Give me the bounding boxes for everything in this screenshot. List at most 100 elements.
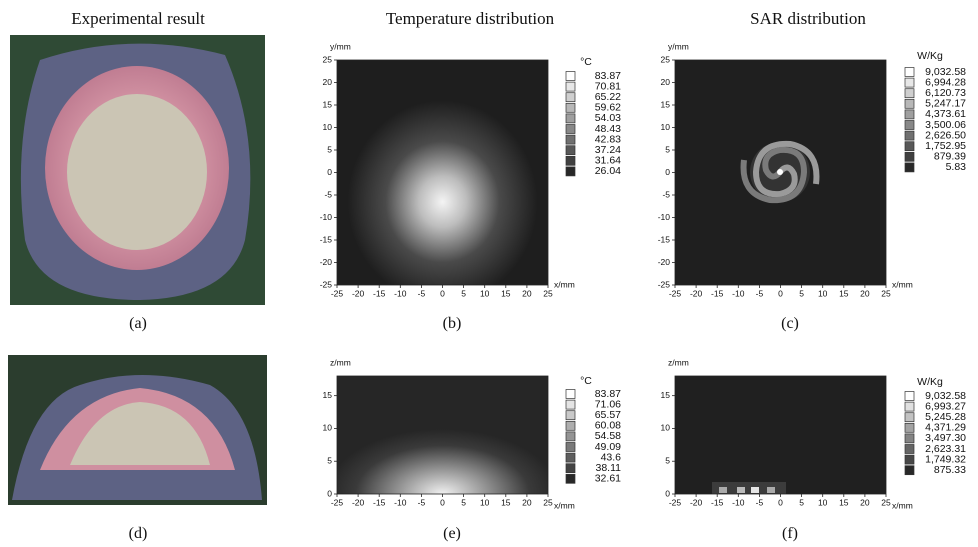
column-header: Experimental result <box>71 9 205 28</box>
heatmap-f <box>675 376 886 494</box>
x-tick-label: -25 <box>331 288 344 298</box>
x-axis-label: x/mm <box>554 500 575 510</box>
x-tick-label: 0 <box>440 288 445 298</box>
legend-swatch <box>904 130 915 141</box>
x-tick-label: 20 <box>522 288 532 298</box>
x-tick-label: 0 <box>778 497 783 507</box>
legend-swatch <box>565 113 576 124</box>
legend-swatch <box>565 442 576 452</box>
legend-value: 38.11 <box>596 462 622 474</box>
legend-swatch <box>565 473 576 484</box>
x-tick-label: -20 <box>690 288 703 298</box>
heatmap-b <box>337 60 548 285</box>
legend-value: 6,994.28 <box>925 76 966 88</box>
x-axis-label: x/mm <box>892 279 913 289</box>
y-tick-label: -5 <box>324 189 332 199</box>
x-tick-label: -15 <box>711 497 724 507</box>
x-tick-label: -20 <box>352 288 365 298</box>
legend-value: 3,500.06 <box>925 119 966 131</box>
legend-value: 2,626.50 <box>925 129 966 141</box>
x-tick-label: 10 <box>818 288 828 298</box>
legend-value: 9,032.58 <box>925 390 966 402</box>
y-tick-label: 20 <box>323 77 333 87</box>
x-tick-label: 15 <box>501 497 511 507</box>
legend-swatch <box>565 420 576 431</box>
legend-swatch <box>565 145 576 156</box>
x-tick-label: -15 <box>373 497 386 507</box>
y-tick-label: 20 <box>661 77 671 87</box>
y-tick-label: 5 <box>327 144 332 154</box>
photo-d <box>8 355 267 505</box>
y-tick-label: 15 <box>323 99 333 109</box>
x-tick-label: -25 <box>669 497 682 507</box>
y-tick-label: -15 <box>658 234 671 244</box>
panel-label: (b) <box>443 315 462 332</box>
legend-swatch <box>904 120 915 130</box>
y-tick-label: 15 <box>323 390 333 400</box>
legend-swatch <box>904 422 915 433</box>
legend-value: 31.64 <box>595 155 621 167</box>
x-tick-label: -20 <box>690 497 703 507</box>
legend-swatch <box>904 77 915 88</box>
x-tick-label: -15 <box>373 288 386 298</box>
legend-title: W/Kg <box>917 50 943 62</box>
legend-title: W/Kg <box>917 376 943 388</box>
x-tick-label: -10 <box>394 497 407 507</box>
panel-label: (d) <box>129 525 148 542</box>
legend-value: 26.04 <box>595 165 621 177</box>
x-tick-label: 10 <box>480 497 490 507</box>
legend-swatch <box>565 155 576 166</box>
legend-value: 60.08 <box>595 420 621 432</box>
x-tick-label: 0 <box>440 497 445 507</box>
y-tick-label: 10 <box>661 423 671 433</box>
y-tick-label: 5 <box>665 144 670 154</box>
legend-swatch <box>565 81 576 92</box>
y-tick-label: 15 <box>661 99 671 109</box>
legend-swatch <box>565 124 576 134</box>
x-tick-label: 20 <box>860 288 870 298</box>
legend-swatch <box>904 141 915 152</box>
y-tick-label: -25 <box>658 279 671 289</box>
x-tick-label: -5 <box>418 497 426 507</box>
x-tick-label: -10 <box>732 497 745 507</box>
legend-swatch <box>904 67 915 77</box>
y-tick-label: -10 <box>658 212 671 222</box>
y-tick-label: -25 <box>320 279 333 289</box>
legend-value: 1,752.95 <box>925 140 966 152</box>
legend-swatch <box>565 410 576 421</box>
legend-swatch <box>565 389 576 399</box>
x-tick-label: 0 <box>778 288 783 298</box>
panel-label: (e) <box>443 525 461 542</box>
y-tick-label: 5 <box>665 455 670 465</box>
y-tick-label: -20 <box>320 257 333 267</box>
heatmap-e <box>337 376 548 494</box>
legend-swatch <box>904 391 915 401</box>
legend-swatch <box>904 401 915 412</box>
panel-label: (f) <box>782 525 798 542</box>
legend-value: 5,245.28 <box>925 411 966 423</box>
x-tick-label: 25 <box>881 497 891 507</box>
y-tick-label: -15 <box>320 234 333 244</box>
y-tick-label: 25 <box>661 54 671 64</box>
legend-swatch <box>904 98 915 109</box>
legend-swatch <box>904 433 915 444</box>
legend-value: 59.62 <box>595 102 621 114</box>
legend-value: 2,623.31 <box>925 443 966 455</box>
y-tick-label: 0 <box>327 488 332 498</box>
legend-title: °C <box>580 375 592 387</box>
y-tick-label: 0 <box>327 167 332 177</box>
panel-label: (a) <box>129 315 147 332</box>
legend-value: 83.87 <box>595 388 621 400</box>
y-tick-label: -10 <box>320 212 333 222</box>
heatmap-c <box>675 60 886 285</box>
x-axis-label: x/mm <box>554 279 575 289</box>
column-header: SAR distribution <box>750 9 866 28</box>
x-tick-label: 25 <box>543 288 553 298</box>
column-header: Temperature distribution <box>386 9 555 28</box>
x-tick-label: 25 <box>543 497 553 507</box>
y-axis-label: y/mm <box>330 41 351 51</box>
x-tick-label: 20 <box>860 497 870 507</box>
y-tick-label: 25 <box>323 54 333 64</box>
x-tick-label: -5 <box>756 288 764 298</box>
